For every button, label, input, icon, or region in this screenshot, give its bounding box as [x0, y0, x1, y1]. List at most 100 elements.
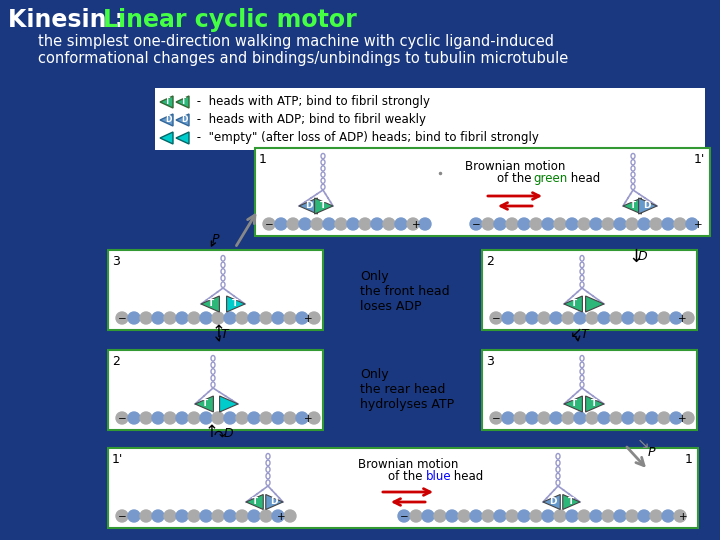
Circle shape: [212, 510, 224, 522]
Circle shape: [634, 312, 646, 324]
Circle shape: [550, 412, 562, 424]
Text: T: T: [220, 328, 228, 341]
Circle shape: [188, 312, 200, 324]
Circle shape: [674, 218, 686, 230]
Text: the simplest one-direction walking machine with cyclic ligand-induced
conformati: the simplest one-direction walking machi…: [38, 34, 568, 66]
Text: head: head: [450, 470, 483, 483]
Circle shape: [176, 412, 188, 424]
Text: Brownian motion: Brownian motion: [358, 458, 458, 471]
Circle shape: [530, 510, 542, 522]
Text: Only
the rear head
hydrolyses ATP: Only the rear head hydrolyses ATP: [360, 368, 454, 411]
Text: T: T: [571, 300, 577, 308]
Circle shape: [542, 510, 554, 522]
Circle shape: [128, 412, 140, 424]
Text: +: +: [277, 512, 286, 522]
Circle shape: [586, 312, 598, 324]
Polygon shape: [195, 396, 213, 412]
Text: +: +: [413, 220, 421, 230]
Circle shape: [248, 312, 260, 324]
Circle shape: [622, 312, 634, 324]
Circle shape: [152, 510, 164, 522]
Text: Only
the front head
loses ADP: Only the front head loses ADP: [360, 270, 449, 313]
Circle shape: [650, 510, 662, 522]
Text: T: T: [181, 98, 186, 106]
Text: T: T: [580, 328, 588, 341]
Text: ↷: ↷: [213, 429, 225, 443]
Circle shape: [140, 312, 152, 324]
Bar: [108, 350, 323, 430]
Circle shape: [578, 218, 590, 230]
Circle shape: [526, 412, 538, 424]
Circle shape: [482, 218, 494, 230]
Text: D: D: [165, 116, 171, 125]
Circle shape: [586, 412, 598, 424]
Text: D: D: [643, 201, 651, 211]
Text: T: T: [590, 400, 597, 408]
Circle shape: [554, 218, 566, 230]
Circle shape: [670, 312, 682, 324]
Circle shape: [490, 312, 502, 324]
Bar: [108, 448, 698, 528]
Circle shape: [347, 218, 359, 230]
Text: −: −: [492, 414, 500, 424]
Circle shape: [248, 510, 260, 522]
Text: −: −: [118, 512, 127, 522]
Text: +: +: [678, 414, 687, 424]
Text: P: P: [648, 446, 655, 459]
Circle shape: [260, 312, 272, 324]
Circle shape: [311, 218, 323, 230]
Text: head: head: [567, 172, 600, 185]
Text: -  heads with ATP; bind to fibril strongly: - heads with ATP; bind to fibril strongl…: [193, 96, 430, 109]
Circle shape: [236, 312, 248, 324]
Text: of the: of the: [388, 470, 426, 483]
Circle shape: [506, 510, 518, 522]
Circle shape: [284, 312, 296, 324]
Circle shape: [650, 218, 662, 230]
Circle shape: [502, 412, 514, 424]
Circle shape: [398, 510, 410, 522]
Circle shape: [152, 312, 164, 324]
Circle shape: [470, 218, 482, 230]
Circle shape: [116, 510, 128, 522]
Text: Brownian motion: Brownian motion: [465, 160, 565, 173]
Circle shape: [395, 218, 407, 230]
Circle shape: [574, 312, 586, 324]
Circle shape: [140, 412, 152, 424]
Circle shape: [646, 412, 658, 424]
Circle shape: [434, 510, 446, 522]
Circle shape: [212, 412, 224, 424]
Polygon shape: [299, 198, 318, 214]
Circle shape: [562, 412, 574, 424]
Circle shape: [458, 510, 470, 522]
Circle shape: [176, 312, 188, 324]
Circle shape: [566, 218, 578, 230]
Text: D: D: [638, 250, 647, 263]
Circle shape: [590, 218, 602, 230]
Circle shape: [422, 510, 434, 522]
Circle shape: [236, 510, 248, 522]
Circle shape: [554, 510, 566, 522]
Polygon shape: [176, 114, 189, 126]
Circle shape: [296, 412, 308, 424]
Circle shape: [482, 510, 494, 522]
Circle shape: [490, 412, 502, 424]
Bar: [255, 148, 710, 236]
Text: +: +: [305, 414, 313, 424]
Text: 1: 1: [685, 453, 693, 466]
Text: −: −: [472, 220, 481, 230]
Polygon shape: [585, 396, 604, 412]
Circle shape: [646, 312, 658, 324]
Circle shape: [212, 312, 224, 324]
Circle shape: [682, 412, 694, 424]
Circle shape: [224, 312, 236, 324]
Polygon shape: [543, 495, 560, 510]
Circle shape: [287, 218, 299, 230]
Circle shape: [164, 412, 176, 424]
Polygon shape: [623, 198, 642, 214]
Text: green: green: [533, 172, 567, 185]
Circle shape: [272, 312, 284, 324]
Text: T: T: [320, 201, 326, 211]
Circle shape: [614, 510, 626, 522]
Circle shape: [506, 218, 518, 230]
Circle shape: [494, 218, 506, 230]
